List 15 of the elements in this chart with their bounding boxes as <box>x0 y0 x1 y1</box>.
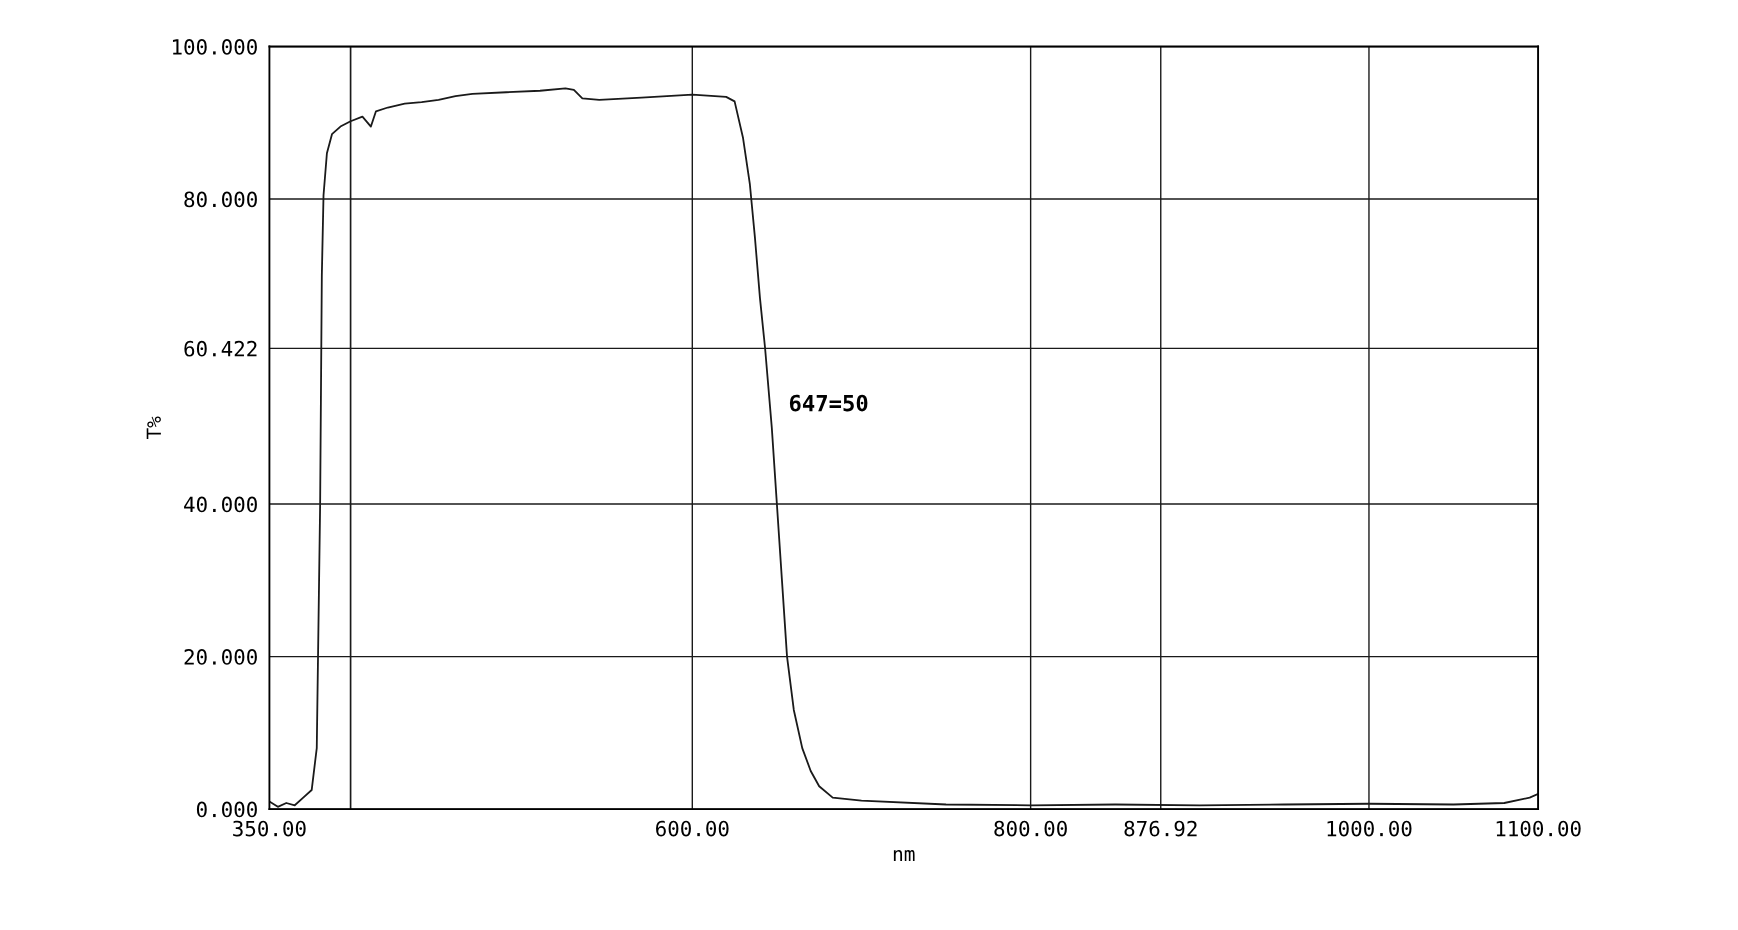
y-tick-label: 100.000 <box>172 39 257 55</box>
y-axis-title: T% <box>146 416 161 440</box>
x-tick-label: 1000.00 <box>1327 820 1412 837</box>
y-tick-label: 40.000 <box>184 496 257 513</box>
annotation: 647=50 <box>789 394 868 412</box>
x-tick-label: 800.00 <box>994 820 1067 837</box>
x-tick-label: 350.00 <box>233 820 306 837</box>
y-tick-label: 60.422 <box>184 340 257 357</box>
x-tick-label: 600.00 <box>656 820 729 837</box>
x-tick-label: 1100.00 <box>1496 820 1581 837</box>
y-tick-label: 20.000 <box>184 649 257 665</box>
y-tick-label: 80.000 <box>184 191 257 208</box>
y-tick-label: 0.000 <box>196 801 257 818</box>
x-tick-label: 876.92 <box>1124 820 1197 837</box>
x-axis-title: nm <box>893 850 915 861</box>
